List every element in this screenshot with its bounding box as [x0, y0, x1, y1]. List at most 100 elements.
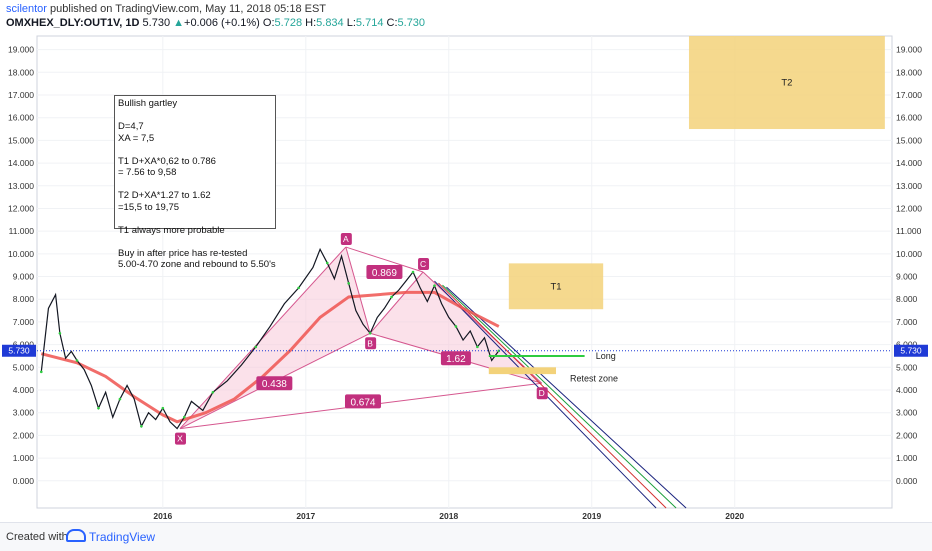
- price-point: [211, 390, 215, 394]
- pattern-leg: [369, 271, 424, 334]
- pattern-point-label: A: [343, 234, 349, 244]
- annotation-label: Long: [596, 351, 616, 361]
- close-label: C:: [386, 17, 398, 29]
- note-line: [118, 236, 272, 248]
- symbol-line: OMXHEX_DLY:OUT1V, 1D 5.730 ▲+0.006 (+0.1…: [6, 17, 425, 29]
- note-line: D=4,7: [118, 121, 144, 132]
- pattern-point-badge: [418, 258, 430, 270]
- price-line: [40, 247, 500, 430]
- note-line: T1 always more probable: [118, 224, 225, 236]
- note-line: [118, 213, 272, 225]
- price-point: [325, 261, 329, 265]
- y-tick-left: 19.000: [8, 45, 34, 55]
- x-tick-label: 2019: [582, 511, 601, 521]
- tradingview-logo[interactable]: TradingView: [66, 529, 155, 544]
- note-line: [118, 144, 272, 156]
- note-line: T1 D+XA*0,62 to 0.786: [118, 155, 216, 167]
- created-with-label: Created with: [6, 531, 68, 543]
- price-point: [254, 345, 258, 349]
- y-tick-right: 3.000: [896, 408, 918, 418]
- ratio-label: 0.438: [262, 379, 287, 390]
- pattern-point-badge: [340, 233, 352, 246]
- y-tick-right: 13.000: [896, 181, 922, 191]
- pattern-point-label: D: [539, 388, 545, 398]
- price-point: [347, 282, 350, 285]
- y-tick-right: 5.000: [896, 362, 918, 372]
- current-price-tag-right: [894, 344, 928, 357]
- high-value: 5.834: [316, 17, 344, 29]
- chart-header: scilentor published on TradingView.com, …: [0, 0, 932, 34]
- note-line: Bullish gartley: [118, 98, 178, 109]
- y-tick-right: 10.000: [896, 249, 922, 259]
- y-tick-left: 16.000: [8, 113, 34, 123]
- publish-line: scilentor published on TradingView.com, …: [6, 3, 326, 15]
- current-price-label-right: 5.730: [900, 346, 922, 356]
- close-value: 5.730: [397, 17, 426, 29]
- pattern-triangle-xab: [179, 247, 371, 429]
- y-tick-right: 0.000: [896, 476, 918, 486]
- note-line: [118, 179, 272, 191]
- note-line: [118, 110, 272, 122]
- price-point: [75, 359, 79, 362]
- y-tick-right: 18.000: [896, 67, 922, 77]
- y-tick-right: 14.000: [896, 158, 922, 168]
- y-tick-right: 17.000: [896, 90, 922, 100]
- y-tick-right: 7.000: [896, 317, 918, 327]
- pattern-point-label: X: [177, 434, 183, 444]
- pattern-leg: [422, 271, 543, 384]
- channel-line: [446, 286, 687, 509]
- ratio-label: 0.869: [372, 268, 397, 279]
- price-point: [161, 406, 165, 410]
- high-label: H:: [305, 17, 317, 29]
- y-tick-left: 9.000: [13, 272, 35, 282]
- tradingview-cloud-icon: [66, 529, 86, 542]
- low-label: L:: [346, 17, 356, 29]
- y-tick-left: 4.000: [13, 385, 35, 395]
- open-label: O:: [262, 17, 275, 29]
- price-point: [118, 397, 122, 401]
- target-label: T2: [781, 78, 792, 89]
- price-point: [58, 331, 62, 335]
- x-tick-label: 2017: [296, 511, 315, 521]
- y-tick-left: 2.000: [13, 430, 35, 440]
- y-tick-right: 12.000: [896, 203, 922, 213]
- footer-bar: Created with TradingView: [0, 522, 932, 551]
- y-tick-left: 17.000: [8, 90, 34, 100]
- price-point: [297, 286, 300, 290]
- pattern-leg: [179, 246, 347, 429]
- y-tick-left: 13.000: [8, 181, 34, 191]
- target-box: [688, 36, 885, 130]
- note-line: T2 D+XA*1.27 to 1.62: [118, 190, 211, 201]
- price-point: [39, 370, 43, 374]
- pattern-point-badge: [536, 387, 548, 400]
- pattern-point-label: B: [367, 338, 373, 348]
- ratio-badge: [440, 351, 471, 366]
- author-link[interactable]: scilentor: [6, 3, 47, 15]
- tradingview-brand: TradingView: [89, 530, 156, 544]
- pattern-point-badge: [365, 337, 377, 350]
- price-point: [182, 415, 186, 419]
- open-value: 5.728: [274, 17, 303, 29]
- channel-line: [438, 282, 667, 509]
- price-change: +0.006 (+0.1%): [184, 17, 260, 29]
- price-point: [497, 349, 501, 353]
- ratio-badge: [366, 265, 403, 279]
- y-tick-left: 6.000: [13, 340, 35, 350]
- target-label: T1: [550, 281, 561, 292]
- ratio-badge: [256, 376, 293, 391]
- y-tick-right: 15.000: [896, 135, 922, 145]
- x-tick-label: 2020: [725, 511, 744, 521]
- price-point: [411, 270, 415, 274]
- ratio-label: 1.62: [446, 354, 466, 365]
- y-tick-left: 18.000: [8, 67, 34, 77]
- y-tick-left: 11.000: [9, 226, 35, 236]
- y-tick-left: 8.000: [13, 294, 35, 304]
- symbol-name[interactable]: OMXHEX_DLY:OUT1V, 1D: [6, 17, 140, 29]
- y-tick-left: 3.000: [13, 408, 35, 418]
- price-point: [368, 331, 372, 335]
- analysis-note: Bullish gartley D=4,7 XA = 7,5 T1 D+XA*0,…: [114, 95, 276, 270]
- y-tick-right: 16.000: [896, 113, 922, 123]
- ratio-badge: [344, 394, 381, 409]
- y-tick-right: 1.000: [896, 453, 918, 463]
- y-tick-left: 7.000: [13, 317, 35, 327]
